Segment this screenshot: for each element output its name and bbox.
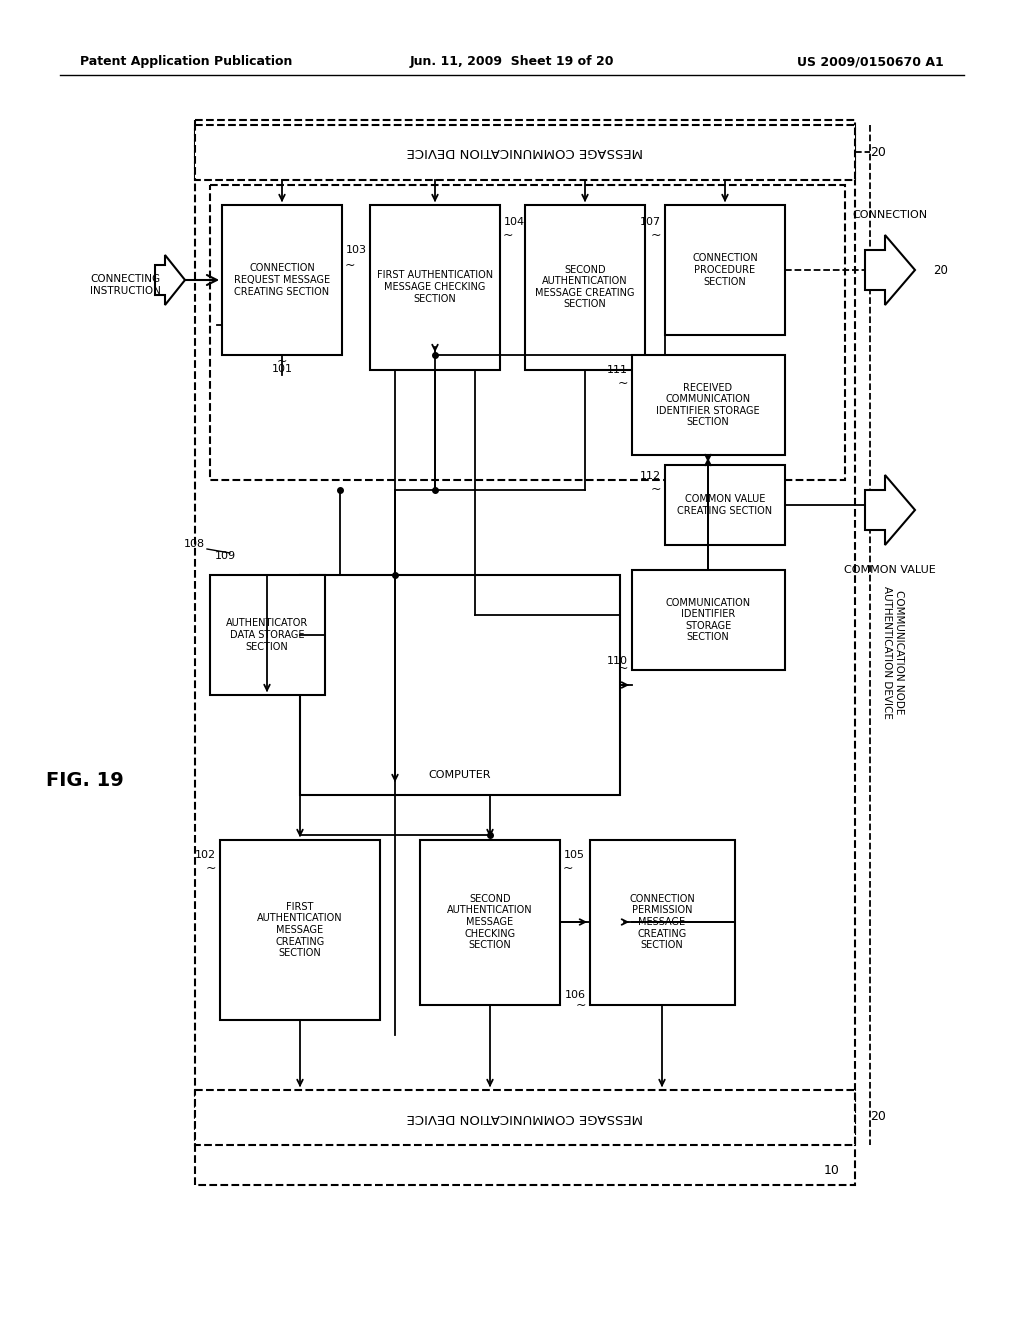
Text: ~: ~ <box>276 355 288 367</box>
Text: ~: ~ <box>617 378 628 389</box>
Text: FIRST
AUTHENTICATION
MESSAGE
CREATING
SECTION: FIRST AUTHENTICATION MESSAGE CREATING SE… <box>257 902 343 958</box>
Bar <box>222 205 342 355</box>
Text: 104: 104 <box>504 216 525 227</box>
Bar <box>195 120 855 1185</box>
Bar <box>665 465 785 545</box>
Text: SECOND
AUTHENTICATION
MESSAGE CREATING
SECTION: SECOND AUTHENTICATION MESSAGE CREATING S… <box>536 264 635 309</box>
Polygon shape <box>865 475 915 545</box>
Bar <box>370 205 500 370</box>
Bar <box>300 576 620 795</box>
Text: SECOND
AUTHENTICATION
MESSAGE
CHECKING
SECTION: SECOND AUTHENTICATION MESSAGE CHECKING S… <box>447 894 532 950</box>
Text: AUTHENTICATOR
DATA STORAGE
SECTION: AUTHENTICATOR DATA STORAGE SECTION <box>226 618 308 652</box>
Text: MESSAGE COMMUNICATION DEVICE: MESSAGE COMMUNICATION DEVICE <box>407 145 643 158</box>
Text: ~: ~ <box>617 663 628 675</box>
Text: FIG. 19: FIG. 19 <box>46 771 124 789</box>
Text: ~: ~ <box>650 228 662 242</box>
Bar <box>632 355 785 455</box>
Text: 20: 20 <box>870 145 886 158</box>
Bar <box>210 185 845 480</box>
Bar <box>195 1090 855 1144</box>
Text: US 2009/0150670 A1: US 2009/0150670 A1 <box>798 55 944 69</box>
Bar <box>420 840 560 1005</box>
Text: 109: 109 <box>215 550 237 561</box>
Bar <box>632 570 785 671</box>
Polygon shape <box>155 255 185 305</box>
Polygon shape <box>865 235 915 305</box>
Text: ~: ~ <box>575 999 586 1012</box>
Bar <box>220 840 380 1020</box>
Text: CONNECTION
PROCEDURE
SECTION: CONNECTION PROCEDURE SECTION <box>692 253 758 286</box>
Text: 106: 106 <box>565 990 586 1001</box>
Text: 112: 112 <box>640 471 662 480</box>
Text: ~: ~ <box>206 862 216 875</box>
Text: COMMON VALUE
CREATING SECTION: COMMON VALUE CREATING SECTION <box>678 494 772 516</box>
Text: 103: 103 <box>346 246 367 255</box>
Text: ~: ~ <box>563 862 573 875</box>
Text: 20: 20 <box>933 264 948 276</box>
Text: FIRST AUTHENTICATION
MESSAGE CHECKING
SECTION: FIRST AUTHENTICATION MESSAGE CHECKING SE… <box>377 271 494 304</box>
Text: 20: 20 <box>870 1110 886 1123</box>
Text: 107: 107 <box>640 216 662 227</box>
Text: CONNECTING
INSTRUCTION: CONNECTING INSTRUCTION <box>89 275 161 296</box>
Text: COMMON VALUE: COMMON VALUE <box>844 565 936 576</box>
Text: 105: 105 <box>564 850 585 861</box>
Text: CONNECTION: CONNECTION <box>852 210 928 220</box>
Text: 10: 10 <box>824 1164 840 1177</box>
Bar <box>195 125 855 180</box>
Text: Jun. 11, 2009  Sheet 19 of 20: Jun. 11, 2009 Sheet 19 of 20 <box>410 55 614 69</box>
Text: 111: 111 <box>607 366 628 375</box>
Text: RECEIVED
COMMUNICATION
IDENTIFIER STORAGE
SECTION: RECEIVED COMMUNICATION IDENTIFIER STORAG… <box>656 383 760 428</box>
Text: ~: ~ <box>503 228 513 242</box>
Text: ~: ~ <box>345 259 355 272</box>
Text: CONNECTION
PERMISSION
MESSAGE
CREATING
SECTION: CONNECTION PERMISSION MESSAGE CREATING S… <box>629 894 695 950</box>
Text: 110: 110 <box>607 656 628 667</box>
Bar <box>665 205 785 335</box>
Text: COMMUNICATION NODE
AUTHENTICATION DEVICE: COMMUNICATION NODE AUTHENTICATION DEVICE <box>883 586 904 718</box>
Bar <box>210 576 325 696</box>
Text: MESSAGE COMMUNICATION DEVICE: MESSAGE COMMUNICATION DEVICE <box>407 1110 643 1123</box>
Text: COMMUNICATION
IDENTIFIER
STORAGE
SECTION: COMMUNICATION IDENTIFIER STORAGE SECTION <box>666 598 751 643</box>
Text: 108: 108 <box>184 539 205 549</box>
Text: ~: ~ <box>650 483 662 496</box>
Text: CONNECTION
REQUEST MESSAGE
CREATING SECTION: CONNECTION REQUEST MESSAGE CREATING SECT… <box>233 264 330 297</box>
Text: 101: 101 <box>271 364 293 374</box>
Text: COMPUTER: COMPUTER <box>429 770 492 780</box>
Bar <box>525 205 645 370</box>
Text: Patent Application Publication: Patent Application Publication <box>80 55 293 69</box>
Text: 102: 102 <box>195 850 216 861</box>
Bar <box>590 840 735 1005</box>
